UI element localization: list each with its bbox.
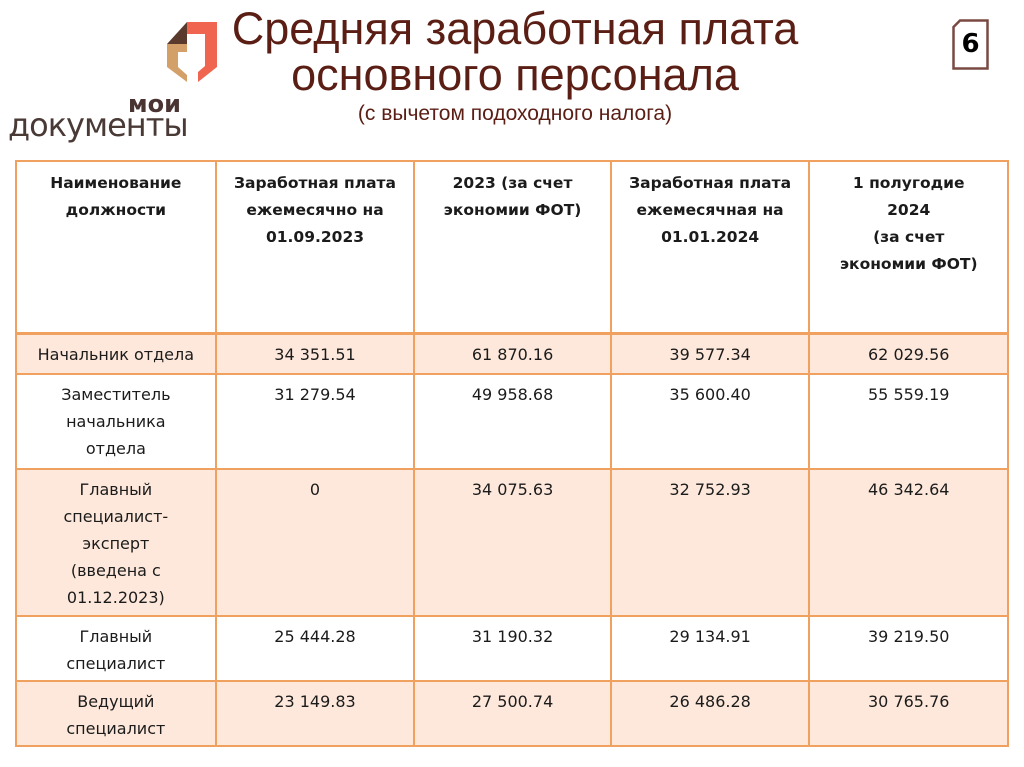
cell-salary-2023-09: 23 149.83 <box>214 679 416 747</box>
table-row: Главный специалист- эксперт (введена с 0… <box>15 467 1009 617</box>
cell-position: Главный специалист- эксперт (введена с 0… <box>15 467 217 617</box>
title-line-1: Средняя заработная плата <box>231 3 799 54</box>
header-text: должности <box>65 201 167 219</box>
cell-salary-2023-09: 31 279.54 <box>214 372 416 470</box>
cell-fot-2023: 31 190.32 <box>413 614 612 682</box>
cell-fot-h1-2024: 55 559.19 <box>808 372 1009 470</box>
cell-salary-2024-01: 32 752.93 <box>609 467 811 617</box>
title-line-2: основного персонала <box>291 49 739 100</box>
cell-salary-2023-09: 25 444.28 <box>214 614 416 682</box>
table-row: Ведущий специалист 23 149.83 27 500.74 2… <box>15 679 1009 747</box>
cell-salary-2024-01: 35 600.40 <box>609 372 811 470</box>
position-text: 01.12.2023) <box>66 587 165 607</box>
position-text: Главный <box>79 626 153 646</box>
header-text: 2023 (за счет <box>452 174 573 192</box>
cell-salary-2024-01: 29 134.91 <box>609 614 811 682</box>
table-row: Заместитель начальника отдела 31 279.54 … <box>15 372 1009 470</box>
header-text: 2024 <box>887 201 931 219</box>
cell-salary-2023-09: 34 351.51 <box>214 332 416 375</box>
cell-position: Главный специалист <box>15 614 217 682</box>
cell-fot-2023: 27 500.74 <box>413 679 612 747</box>
header-text: ежемесячно на <box>246 201 384 219</box>
column-header-salary-2024-01: Заработная плата ежемесячная на 01.01.20… <box>609 160 811 335</box>
header-text: ежемесячная на <box>636 201 784 219</box>
cell-fot-h1-2024: 46 342.64 <box>808 467 1009 617</box>
cell-fot-2023: 49 958.68 <box>413 372 612 470</box>
header-text: Заработная плата <box>629 174 792 192</box>
cell-salary-2024-01: 26 486.28 <box>609 679 811 747</box>
position-text: (введена с <box>70 560 161 580</box>
cell-fot-2023: 34 075.63 <box>413 467 612 617</box>
position-text: отдела <box>85 438 146 458</box>
position-text: специалист <box>66 718 166 738</box>
cell-fot-h1-2024: 62 029.56 <box>808 332 1009 375</box>
cell-fot-2023: 61 870.16 <box>413 332 612 375</box>
position-text: Начальник отдела <box>37 345 195 364</box>
header-text: (за счет <box>873 228 945 246</box>
header-text: 01.09.2023 <box>265 228 365 246</box>
cell-fot-h1-2024: 30 765.76 <box>808 679 1009 747</box>
cell-fot-h1-2024: 39 219.50 <box>808 614 1009 682</box>
cell-position: Заместитель начальника отдела <box>15 372 217 470</box>
brand-name-bottom: документы <box>8 106 189 144</box>
position-text: начальника <box>66 411 166 431</box>
page-number: 6 <box>961 29 980 59</box>
brand-name-top: мои <box>128 90 181 118</box>
cell-position: Начальник отдела <box>15 332 217 375</box>
table-header-row: Наименование должности Заработная плата … <box>15 160 1009 335</box>
position-text: Главный <box>79 479 153 499</box>
logo-emblem <box>165 12 220 82</box>
position-text: Ведущий <box>77 691 155 711</box>
cell-salary-2024-01: 39 577.34 <box>609 332 811 375</box>
title-subtitle: (с вычетом подоходного налога) <box>357 102 673 125</box>
header-text: 01.01.2024 <box>661 228 760 246</box>
position-text: Заместитель <box>61 384 171 404</box>
position-text: специалист- <box>63 506 169 526</box>
header-text: 1 полугодие <box>852 174 965 192</box>
table-row: Начальник отдела 34 351.51 61 870.16 39 … <box>15 332 1009 375</box>
slide-title: Средняя заработная плата основного персо… <box>205 6 825 128</box>
column-header-fot-2023: 2023 (за счет экономии ФОТ) <box>413 160 612 335</box>
position-text: специалист <box>66 653 166 673</box>
table-row: Главный специалист 25 444.28 31 190.32 2… <box>15 614 1009 682</box>
cell-position: Ведущий специалист <box>15 679 217 747</box>
header-text: экономии ФОТ) <box>443 201 582 219</box>
column-header-salary-2023-09: Заработная плата ежемесячно на 01.09.202… <box>214 160 416 335</box>
header-text: Наименование <box>50 174 182 192</box>
page-number-badge: 6 <box>952 19 989 70</box>
cell-salary-2023-09: 0 <box>214 467 416 617</box>
header-text: Заработная плата <box>234 174 396 192</box>
salary-table: Наименование должности Заработная плата … <box>15 160 1009 747</box>
column-header-fot-h1-2024: 1 полугодие 2024 (за счет экономии ФОТ) <box>808 160 1009 335</box>
page-corner-icon <box>952 19 989 70</box>
column-header-position: Наименование должности <box>15 160 217 335</box>
header-text: экономии ФОТ) <box>839 255 978 273</box>
shield-logo-icon <box>167 22 217 82</box>
position-text: эксперт <box>82 533 150 553</box>
